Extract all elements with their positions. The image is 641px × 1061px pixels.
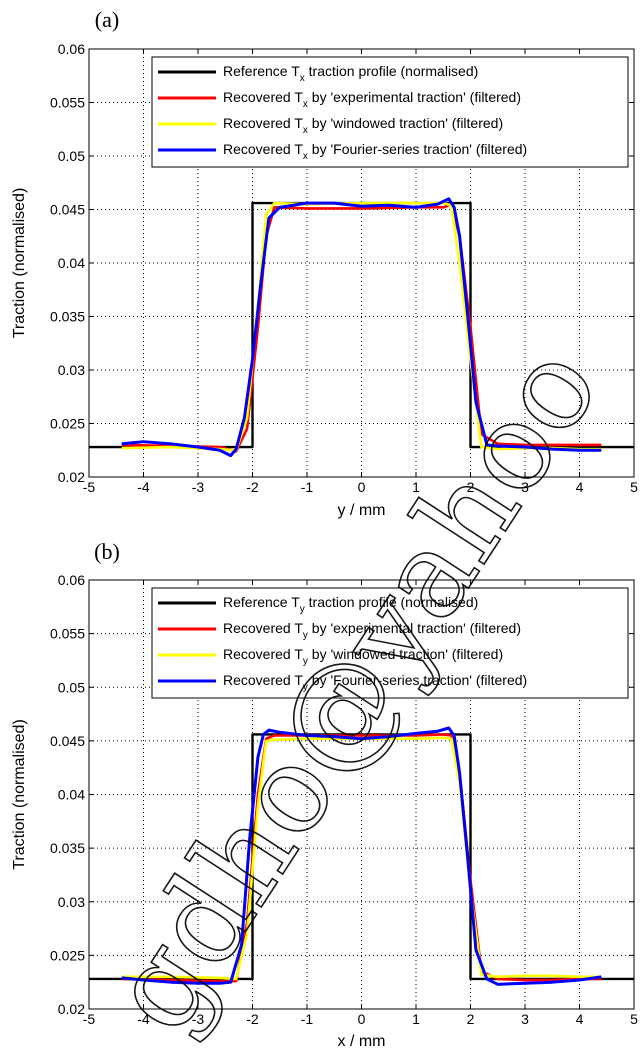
x-tick-label: 0 [358, 479, 366, 495]
legend-entry-4: Recovered Ty by 'Fourier-series traction… [223, 672, 527, 693]
x-tick-label: -1 [301, 479, 314, 495]
legend-entry-1: Reference Ty traction profile (normalise… [223, 594, 478, 615]
series-line-3 [121, 736, 602, 981]
x-tick-label: 1 [412, 479, 420, 495]
y-tick-label: 0.035 [50, 309, 85, 325]
legend-entry-1: Reference Tx traction profile (normalise… [223, 63, 478, 84]
panel-label: (b) [94, 539, 120, 564]
x-tick-label: 2 [467, 479, 475, 495]
panel-label: (a) [95, 7, 119, 32]
x-axis-label: x / mm [338, 1033, 386, 1050]
x-tick-label: -4 [137, 479, 150, 495]
legend-entry-3: Recovered Ty by 'windowed traction' (fil… [223, 646, 503, 667]
legend-box [151, 56, 629, 168]
y-axis-label: Traction (normalised) [11, 719, 28, 870]
x-tick-label: -1 [301, 1011, 314, 1027]
x-tick-label: -3 [192, 1011, 205, 1027]
y-tick-label: 0.02 [58, 469, 85, 485]
y-tick-label: 0.05 [58, 679, 85, 695]
x-tick-label: 5 [630, 1011, 638, 1027]
x-tick-label: -3 [192, 479, 205, 495]
y-axis-label: Traction (normalised) [11, 188, 28, 339]
y-tick-label: 0.02 [58, 1001, 85, 1017]
x-tick-label: 0 [358, 1011, 366, 1027]
y-tick-label: 0.055 [50, 95, 85, 111]
panel-a: (a) -5 -4 -3 -2 -1 0 1 2 3 4 5 0.02 0.025 0.03 0.035 0.0… [11, 7, 638, 519]
legend-entry-2: Recovered Tx by 'experimental traction' … [223, 89, 521, 110]
panel-b: (b) -5 -4 -3 -2 -1 0 1 2 3 4 5 0.02 0.025 0.03 0.035 0.0… [11, 539, 638, 1050]
y-tick-label: 0.06 [58, 572, 85, 588]
y-tick-label: 0.045 [50, 202, 85, 218]
x-tick-label: 2 [467, 1011, 475, 1027]
y-tick-label: 0.025 [50, 416, 85, 432]
y-tick-label: 0.05 [58, 148, 85, 164]
x-tick-label: 4 [576, 1011, 584, 1027]
legend-entry-4: Recovered Tx by 'Fourier-series traction… [223, 141, 527, 162]
y-tick-label: 0.04 [58, 787, 85, 803]
y-tick-label: 0.06 [58, 41, 85, 57]
legend-entry-3: Recovered Tx by 'windowed traction' (fil… [223, 115, 503, 136]
x-tick-label: 5 [630, 479, 638, 495]
y-tick-label: 0.04 [58, 255, 85, 271]
y-tick-label: 0.03 [58, 362, 85, 378]
y-tick-label: 0.03 [58, 894, 85, 910]
y-tick-label: 0.055 [50, 626, 85, 642]
x-tick-label: 3 [521, 479, 529, 495]
x-tick-label: -2 [246, 1011, 259, 1027]
x-tick-label: 1 [412, 1011, 420, 1027]
x-axis-label: y / mm [338, 502, 386, 519]
x-tick-label: -4 [137, 1011, 150, 1027]
y-tick-label: 0.035 [50, 840, 85, 856]
series-line-4 [121, 197, 602, 458]
x-tick-label: 3 [521, 1011, 529, 1027]
x-tick-label: -5 [83, 1011, 96, 1027]
x-tick-label: -5 [83, 479, 96, 495]
y-tick-label: 0.025 [50, 947, 85, 963]
legend-entry-2: Recovered Ty by 'experimental traction' … [223, 620, 521, 641]
series-line-4 [121, 726, 602, 986]
x-tick-label: -2 [246, 479, 259, 495]
y-tick-label: 0.045 [50, 733, 85, 749]
legend-box [151, 587, 629, 699]
x-tick-label: 4 [576, 479, 584, 495]
